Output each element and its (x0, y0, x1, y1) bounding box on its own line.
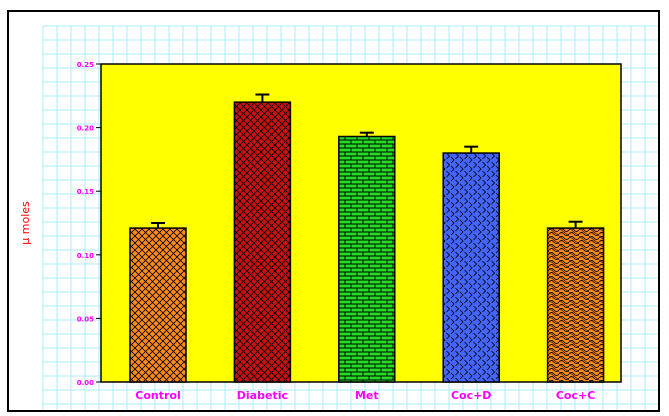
x-axis: Control Diabetic Met Coc+D Coc+C (135, 389, 595, 402)
x-tick-label: Met (355, 389, 379, 402)
y-tick-label: 0.25 (77, 61, 94, 69)
chart-frame: 0.00 0.05 0.10 0.15 0.20 0.25 Control Diabetic… (7, 10, 660, 412)
bar (546, 227, 605, 383)
x-tick-label: Coc+D (451, 389, 492, 402)
x-tick-label: Diabetic (237, 389, 288, 402)
y-tick-label: 0.15 (77, 188, 94, 196)
bar-chart: 0.00 0.05 0.10 0.15 0.20 0.25 Control Diabetic… (19, 25, 658, 410)
x-tick-label: Control (135, 389, 180, 402)
x-tick-label: Coc+C (556, 389, 595, 402)
bar (233, 101, 292, 383)
y-axis: 0.00 0.05 0.10 0.15 0.20 0.25 (77, 61, 101, 387)
y-tick-label: 0.00 (77, 379, 94, 387)
y-tick-label: 0.20 (77, 125, 94, 133)
y-tick-label: 0.05 (77, 315, 94, 323)
bars (129, 93, 605, 383)
bar (338, 135, 396, 383)
y-axis-title: μ moles (19, 201, 32, 245)
y-tick-label: 0.10 (77, 252, 94, 260)
bar (442, 152, 500, 383)
bar (129, 227, 187, 383)
